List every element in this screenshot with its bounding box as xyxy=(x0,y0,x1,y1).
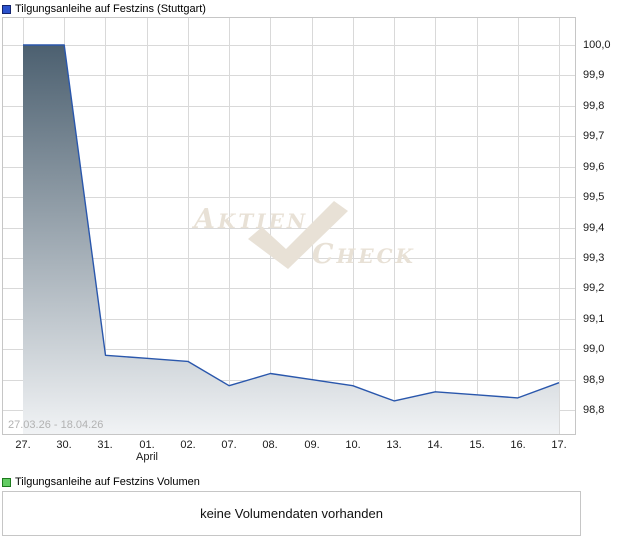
x-tick-label: 17. xyxy=(551,439,567,451)
plot-border xyxy=(2,17,576,435)
x-month-label: April xyxy=(135,451,158,463)
y-tick-label: 99,2 xyxy=(583,282,605,294)
y-tick-label: 98,8 xyxy=(583,404,605,416)
y-tick-label: 99,9 xyxy=(583,69,605,81)
y-tick-label: 99,5 xyxy=(583,191,605,203)
no-volume-data-message: keine Volumendaten vorhanden xyxy=(200,506,383,521)
y-tick-label: 98,9 xyxy=(583,374,605,386)
volume-legend-label: Tilgungsanleihe auf Festzins Volumen xyxy=(15,476,200,488)
x-tick-label: 31. xyxy=(97,439,113,451)
x-tick-label: 15. xyxy=(469,439,485,451)
y-tick-label: 100,0 xyxy=(583,39,611,51)
date-range-label: 27.03.26 - 18.04.26 xyxy=(8,419,104,431)
x-tick-label: 08. xyxy=(262,439,278,451)
y-tick-label: 99,3 xyxy=(583,252,605,264)
price-legend: Tilgungsanleihe auf Festzins (Stuttgart) xyxy=(2,3,206,15)
x-tick-label: 10. xyxy=(345,439,361,451)
y-tick-label: 99,6 xyxy=(583,161,605,173)
x-tick-label: 27. xyxy=(15,439,31,451)
volume-legend: Tilgungsanleihe auf Festzins Volumen xyxy=(2,476,200,488)
y-tick-label: 99,0 xyxy=(583,343,605,355)
volume-series-swatch-icon xyxy=(2,477,11,487)
price-area-fill xyxy=(23,45,559,435)
price-chart-plot: AKTIEN CHECK 27.03.26 - 18.04.26 xyxy=(2,17,576,435)
y-tick-label: 99,1 xyxy=(583,313,605,325)
x-tick-label: 14. xyxy=(427,439,443,451)
x-tick-label: 30. xyxy=(56,439,72,451)
volume-panel: keine Volumendaten vorhanden xyxy=(2,491,581,536)
price-legend-label: Tilgungsanleihe auf Festzins (Stuttgart) xyxy=(15,3,206,15)
y-tick-label: 99,8 xyxy=(583,100,605,112)
x-tick-label: 02. xyxy=(180,439,196,451)
x-tick-label: 16. xyxy=(510,439,526,451)
price-series-swatch-icon xyxy=(2,4,11,14)
x-tick-label: 07. xyxy=(221,439,237,451)
price-area-chart xyxy=(2,17,576,435)
x-tick-label: 09. xyxy=(304,439,320,451)
x-tick-label: 13. xyxy=(386,439,402,451)
y-tick-label: 99,7 xyxy=(583,130,605,142)
y-tick-label: 99,4 xyxy=(583,222,605,234)
x-tick-label: 01. xyxy=(139,439,155,451)
price-line xyxy=(23,44,560,402)
